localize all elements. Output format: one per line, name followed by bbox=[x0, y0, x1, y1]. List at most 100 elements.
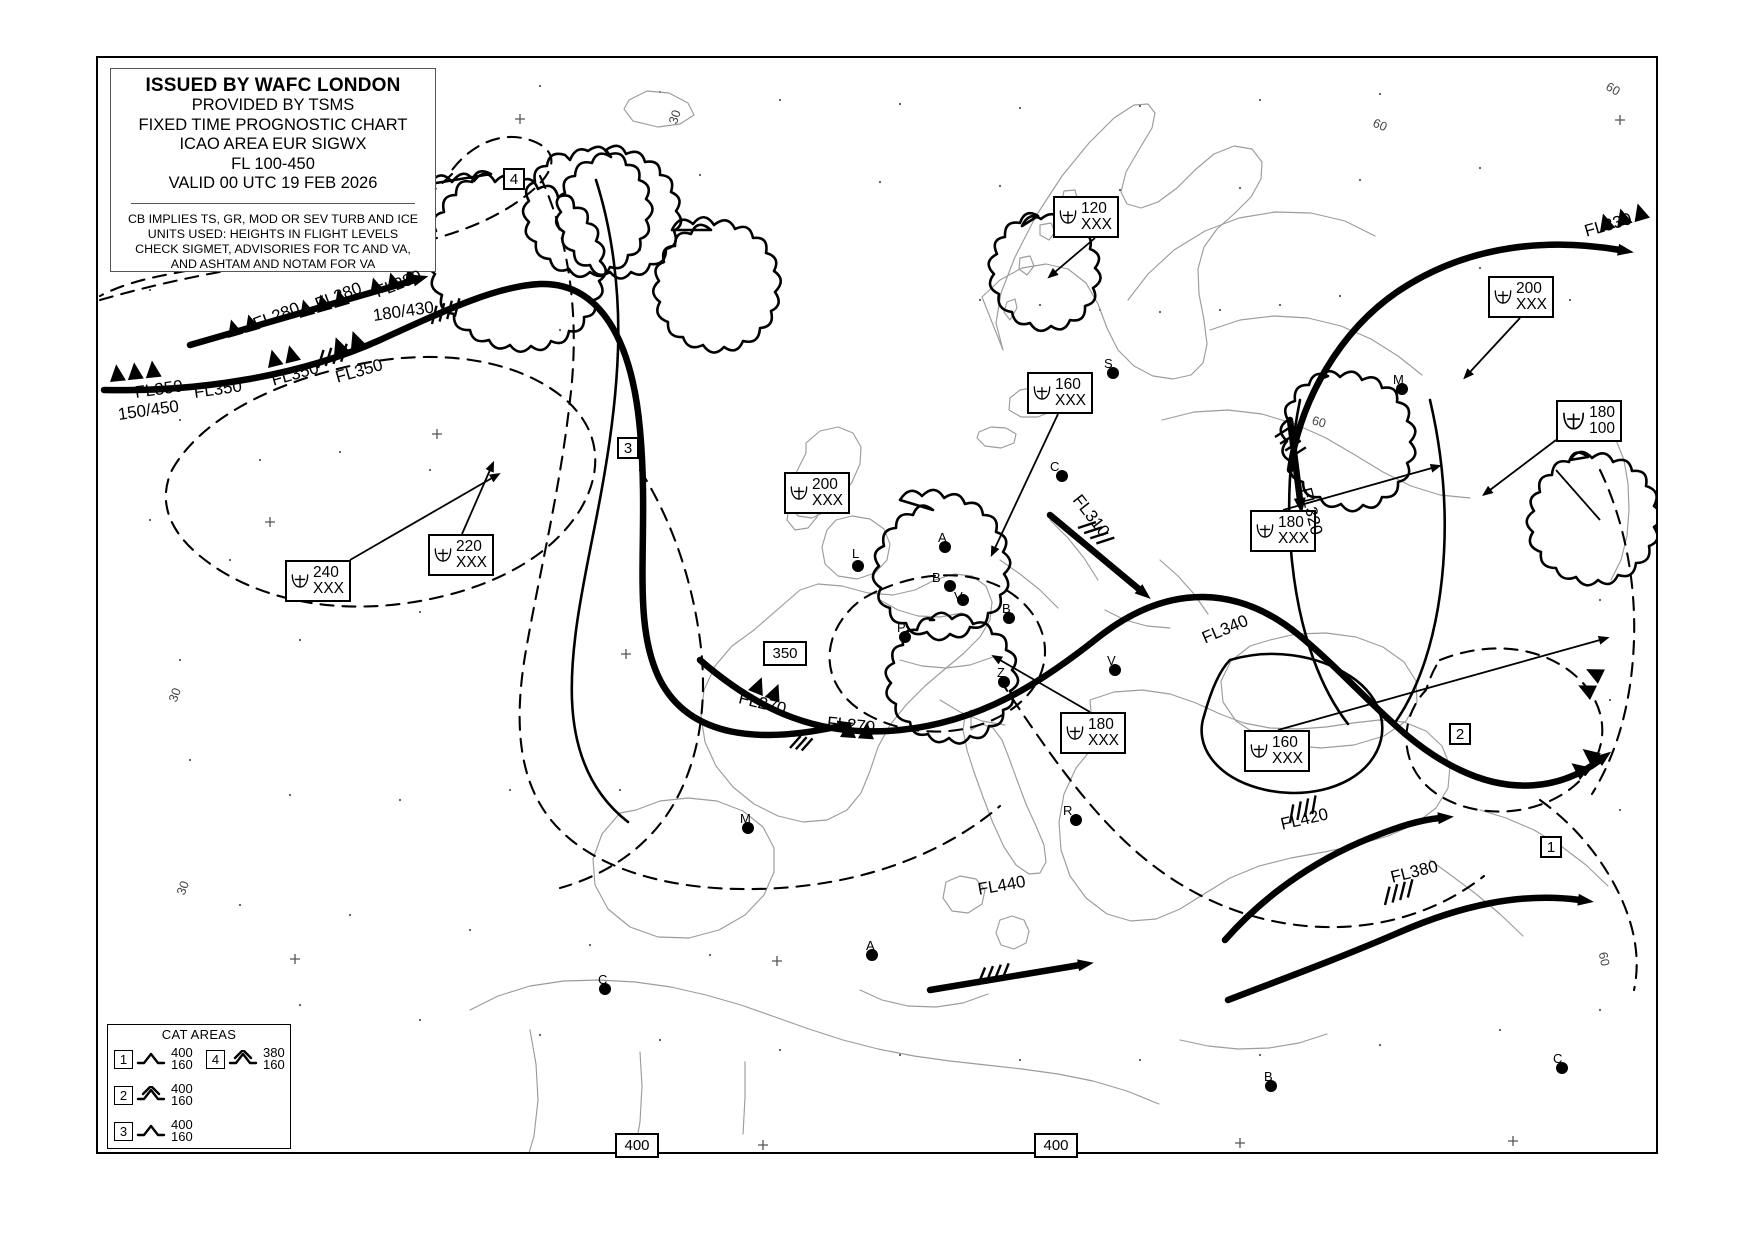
city-label: S bbox=[1104, 356, 1113, 371]
cb-symbol-icon bbox=[790, 486, 808, 500]
city-label: L bbox=[852, 546, 860, 561]
city-dot bbox=[742, 822, 754, 834]
cb-symbol-icon bbox=[1256, 524, 1274, 538]
cb-base-level: XXX bbox=[455, 554, 487, 571]
city-label: A bbox=[866, 938, 875, 953]
turbulence-hatching bbox=[316, 297, 1414, 986]
city-label: B bbox=[1264, 1069, 1273, 1084]
tropo-400-b: 400 bbox=[1034, 1133, 1078, 1158]
cb-pointer-lines bbox=[349, 237, 1610, 731]
cb-info-box: 160 XXX bbox=[1027, 372, 1093, 414]
title-divider bbox=[131, 202, 415, 204]
note-line-4: AND ASHTAM AND NOTAM FOR VA bbox=[170, 256, 376, 271]
cat-area-4: 4 bbox=[503, 168, 525, 190]
city-dot bbox=[1109, 664, 1121, 676]
city-label: Z bbox=[997, 665, 1005, 680]
city-dot bbox=[1265, 1080, 1277, 1092]
jet-axis-fl380 bbox=[1224, 893, 1594, 1004]
title-block: ISSUED BY WAFC LONDON PROVIDED BY TSMS F… bbox=[110, 68, 436, 272]
graticule-label: 60 bbox=[1595, 950, 1613, 968]
cat-moderate-icon bbox=[136, 1125, 166, 1137]
city-dot bbox=[1070, 814, 1082, 826]
cb-top-level: 220 bbox=[455, 538, 482, 556]
city-dot bbox=[1556, 1062, 1568, 1074]
cb-base-level: XXX bbox=[1087, 732, 1119, 749]
cb-base-level: 100 bbox=[1589, 420, 1615, 437]
city-label: B bbox=[932, 570, 941, 585]
title-line-4: ICAO AREA EUR SIGWX bbox=[179, 135, 367, 154]
cb-base-level: XXX bbox=[1277, 530, 1309, 547]
city-label: C bbox=[598, 972, 608, 987]
cb-base-level: XXX bbox=[811, 492, 843, 509]
cat-legend-top: 380 bbox=[263, 1045, 285, 1060]
cat-legend-item-4: 4 380 160 bbox=[206, 1045, 285, 1073]
cb-base-level: XXX bbox=[312, 580, 344, 597]
jet-axis-fl330 bbox=[1286, 241, 1634, 474]
cat-area-1: 1 bbox=[1540, 836, 1562, 858]
cb-top-level: 180 bbox=[1277, 514, 1304, 532]
cb-info-box: 200 XXX bbox=[1488, 276, 1554, 318]
city-dot bbox=[899, 631, 911, 643]
jet-shear-markers bbox=[110, 203, 1650, 780]
city-label: V bbox=[1107, 653, 1116, 668]
cb-info-box: 240 XXX bbox=[285, 560, 351, 602]
city-dot bbox=[852, 560, 864, 572]
cat-area-3: 3 bbox=[617, 437, 639, 459]
cat-legend-base: 160 bbox=[171, 1093, 193, 1109]
cat-legend-top: 400 bbox=[171, 1045, 193, 1060]
title-line-3: FIXED TIME PROGNOSTIC CHART bbox=[138, 115, 408, 134]
cb-symbol-icon bbox=[1033, 386, 1051, 400]
cb-top-level: 180 bbox=[1087, 716, 1114, 734]
cb-top-level: 240 bbox=[312, 564, 339, 582]
cat-legend-base: 160 bbox=[171, 1057, 193, 1073]
cb-symbol-icon bbox=[1250, 744, 1268, 758]
city-label: B bbox=[1002, 601, 1011, 616]
cat-legend-item-3: 3 400 160 bbox=[114, 1117, 193, 1145]
cb-info-box: 180 XXX bbox=[1060, 712, 1126, 754]
cat-legend-base: 160 bbox=[263, 1057, 285, 1073]
cb-top-level: 200 bbox=[1515, 280, 1542, 298]
title-line-1: ISSUED BY WAFC LONDON bbox=[145, 75, 401, 96]
cat-legend-id: 4 bbox=[206, 1049, 225, 1069]
city-dot bbox=[1003, 612, 1015, 624]
cb-symbol-icon bbox=[1563, 412, 1585, 430]
tropo-350: 350 bbox=[763, 641, 807, 666]
title-line-2: PROVIDED BY TSMS bbox=[191, 96, 355, 115]
city-dot bbox=[1056, 470, 1068, 482]
city-dot bbox=[599, 983, 611, 995]
cb-info-box: 220 XXX bbox=[428, 534, 494, 576]
cb-top-level: 120 bbox=[1080, 200, 1107, 218]
cb-symbol-icon bbox=[434, 548, 452, 562]
jet-axis-fl440 bbox=[926, 959, 1094, 994]
cb-info-box: 180 100 bbox=[1556, 400, 1622, 442]
tropo-400-a: 400 bbox=[615, 1133, 659, 1158]
city-label: P bbox=[897, 620, 906, 635]
jet-axis-fl420 bbox=[1221, 812, 1454, 944]
cat-legend-id: 3 bbox=[114, 1121, 133, 1141]
cat-legend-item-1: 1 400 160 bbox=[114, 1045, 193, 1073]
cat-legend-top: 400 bbox=[171, 1081, 193, 1096]
city-label: C bbox=[1050, 459, 1060, 474]
city-label: M bbox=[740, 811, 751, 826]
city-dot bbox=[944, 580, 956, 592]
cb-symbol-icon bbox=[1059, 210, 1077, 224]
city-label: C bbox=[1553, 1051, 1563, 1066]
cb-base-level: XXX bbox=[1271, 750, 1303, 767]
cat-area-2: 2 bbox=[1449, 723, 1471, 745]
cb-top-level: 160 bbox=[1054, 376, 1081, 394]
cat-legend-top: 400 bbox=[171, 1117, 193, 1132]
cb-symbol-icon bbox=[1066, 726, 1084, 740]
cat-legend-base: 160 bbox=[171, 1129, 193, 1145]
cb-base-level: XXX bbox=[1515, 296, 1547, 313]
city-dot bbox=[1107, 367, 1119, 379]
title-line-6: VALID 00 UTC 19 FEB 2026 bbox=[168, 174, 378, 193]
city-dot bbox=[957, 594, 969, 606]
cb-info-box: 200 XXX bbox=[784, 472, 850, 514]
cb-symbol-icon bbox=[291, 574, 309, 588]
cat-moderate-icon bbox=[136, 1053, 166, 1065]
city-label: R bbox=[1063, 803, 1073, 818]
cat-legend-item-2: 2 400 160 bbox=[114, 1081, 193, 1109]
city-label: V bbox=[954, 589, 963, 604]
cb-info-box: 180 XXX bbox=[1250, 510, 1316, 552]
